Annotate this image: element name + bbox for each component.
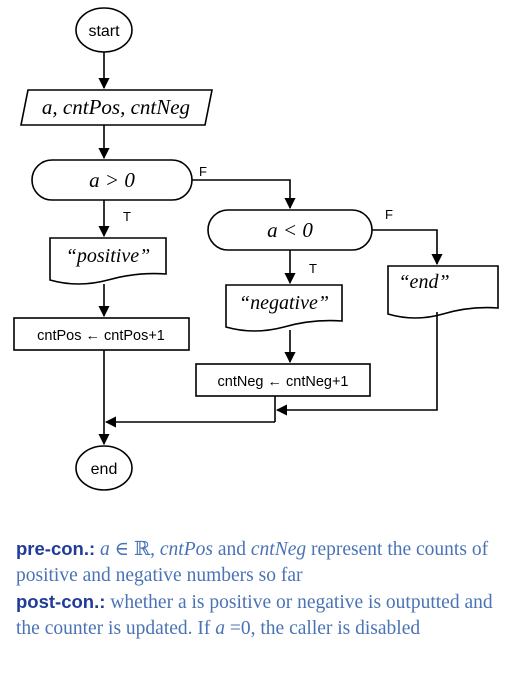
decision2-false-label: F	[385, 207, 393, 222]
input-label: a, cntPos, cntNeg	[42, 95, 190, 119]
postcon-var-a: a	[215, 618, 226, 639]
end-label: end	[91, 461, 118, 478]
precon-var-a: a	[100, 539, 110, 560]
precondition-text: pre-con.: a ∈ ℝ, cntPos and cntNeg repre…	[16, 536, 516, 589]
decision1-label: a > 0	[89, 168, 135, 192]
process-cntpos-box	[13, 317, 190, 351]
process-cntneg-label: cntNeg ← cntNeg+1	[218, 374, 349, 390]
precon-var-cntneg: cntNeg	[250, 539, 307, 560]
flowchart-diagram: start a, cntPos, cntNeg a > 0 a < 0 F T …	[13, 7, 499, 491]
postcon-text: whether a is positive or negative is out…	[16, 592, 493, 639]
output-negative-label: “negative”	[239, 292, 329, 314]
decision1-false-label: F	[199, 164, 207, 179]
output-negative-shape	[225, 284, 343, 332]
output-positive-label: “positive”	[66, 245, 150, 267]
postcondition-text: post-con.: whether a is positive or nega…	[16, 589, 516, 642]
precon-rest: represent the counts of positive and neg…	[16, 539, 489, 586]
precon-var-cntpos: cntPos	[159, 539, 213, 560]
decision2-label: a < 0	[267, 218, 313, 242]
postcon-label: post-con.:	[16, 591, 106, 612]
start-label: start	[88, 23, 120, 40]
output-positive-shape	[49, 237, 167, 285]
end-terminal	[75, 445, 133, 491]
decision-a-lt-0-shape	[207, 209, 373, 251]
postcon-cond: =0, the caller is disabled	[225, 618, 421, 639]
decision-a-gt-0-shape	[31, 159, 193, 201]
process-cntneg-box	[195, 363, 371, 397]
arrow-end-output-return	[275, 312, 438, 416]
output-end-shape	[387, 265, 499, 319]
arrow-decision2-false	[372, 229, 443, 266]
arrow-decision1-false	[192, 179, 296, 210]
precon-in-real: ∈ ℝ,	[109, 539, 160, 560]
decision1-true-label: T	[123, 209, 131, 224]
caption: pre-con.: a ∈ ℝ, cntPos and cntNeg repre…	[16, 536, 516, 642]
input-parallelogram	[20, 89, 213, 126]
process-cntpos-label: cntPos ← cntPos+1	[37, 328, 165, 344]
precon-and: and	[212, 539, 251, 560]
precon-label: pre-con.:	[16, 538, 96, 559]
output-end-label: “end”	[398, 271, 449, 293]
decision2-true-label: T	[309, 261, 317, 276]
